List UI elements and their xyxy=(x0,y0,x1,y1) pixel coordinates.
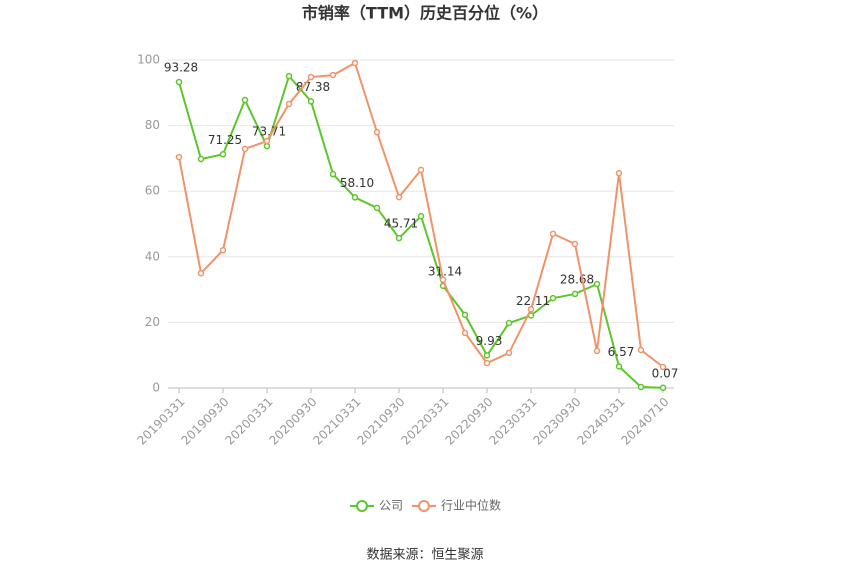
data-point xyxy=(241,96,249,104)
y-tick-label: 20 xyxy=(145,315,160,329)
data-point xyxy=(483,359,491,367)
data-label: 73.71 xyxy=(252,125,286,139)
data-point xyxy=(395,193,403,201)
data-label: 0.07 xyxy=(652,366,679,380)
data-point xyxy=(219,151,227,158)
data-point xyxy=(549,294,557,302)
data-point xyxy=(615,169,623,177)
data-point xyxy=(637,346,645,354)
data-point xyxy=(263,142,271,150)
y-tick-label: 100 xyxy=(137,53,160,67)
data-point xyxy=(373,128,381,136)
data-point xyxy=(329,71,337,79)
data-point xyxy=(307,73,315,81)
data-label: 71.25 xyxy=(208,133,242,147)
data-point xyxy=(505,349,513,357)
data-label: 93.28 xyxy=(164,61,198,75)
data-label: 45.71 xyxy=(384,217,418,231)
data-point xyxy=(351,194,359,201)
data-point xyxy=(285,100,293,108)
x-tick-label: 20240710 xyxy=(619,395,672,448)
y-tick-label: 0 xyxy=(152,381,160,395)
data-point xyxy=(549,230,557,238)
data-point xyxy=(417,212,425,220)
y-tick-label: 80 xyxy=(145,118,160,132)
data-point xyxy=(505,319,513,327)
data-point xyxy=(351,59,359,67)
data-point xyxy=(461,311,469,319)
legend-marker xyxy=(418,500,430,512)
data-point xyxy=(373,204,381,212)
data-point xyxy=(219,246,227,254)
data-point xyxy=(527,306,535,313)
y-tick-label: 60 xyxy=(145,184,160,198)
data-point xyxy=(263,137,271,145)
data-point xyxy=(329,170,337,178)
legend-label: 公司 xyxy=(379,499,403,513)
data-label: 87.38 xyxy=(296,80,330,94)
chart-title: 市销率（TTM）历史百分位（%） xyxy=(302,4,548,23)
data-label: 58.10 xyxy=(340,176,374,190)
data-point xyxy=(417,166,425,174)
data-point xyxy=(593,280,601,288)
legend-label: 行业中位数 xyxy=(441,498,501,513)
y-tick-label: 40 xyxy=(145,249,160,263)
data-point xyxy=(637,383,645,391)
data-point xyxy=(571,290,579,298)
data-point xyxy=(593,347,601,355)
data-point xyxy=(197,269,205,277)
source: 数据来源：恒生聚源 xyxy=(366,548,483,563)
data-point xyxy=(571,240,579,248)
data-point xyxy=(659,363,667,371)
data-point xyxy=(483,352,491,359)
data-point xyxy=(175,78,183,86)
data-point xyxy=(395,234,403,242)
data-point xyxy=(307,98,315,105)
data-point xyxy=(461,329,469,337)
data-point xyxy=(615,363,623,370)
data-label: 6.57 xyxy=(608,345,635,359)
data-label: 31.14 xyxy=(428,264,462,278)
data-label: 28.68 xyxy=(560,272,594,286)
data-point xyxy=(285,72,293,80)
data-point xyxy=(197,155,205,163)
data-label: 9.93 xyxy=(476,334,503,348)
legend-marker xyxy=(356,500,368,512)
series-line xyxy=(178,74,664,389)
data-point xyxy=(659,384,667,392)
data-point xyxy=(175,153,183,161)
data-point xyxy=(439,276,447,284)
data-point xyxy=(241,145,249,153)
